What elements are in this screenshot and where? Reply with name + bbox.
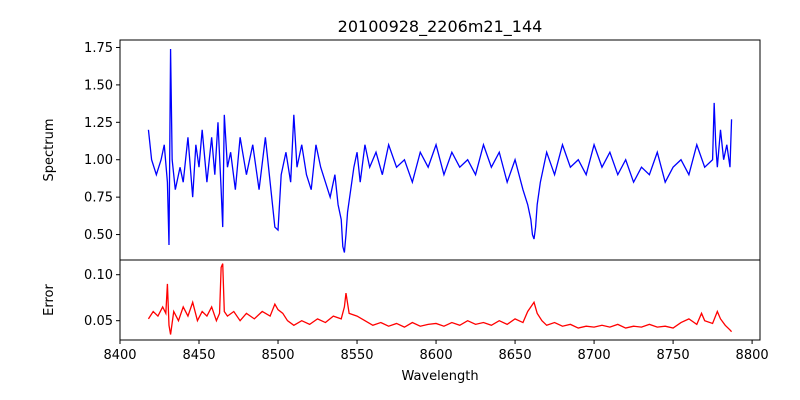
y-tick-label: 0.75 bbox=[84, 191, 113, 206]
x-tick-label: 8600 bbox=[420, 348, 453, 363]
error-panel: 0.05 0.10 8400 8450 8500 8550 8600 8650 8700 875… bbox=[42, 259, 769, 384]
x-tick-label: 8500 bbox=[261, 348, 294, 363]
chart-title: 20100928_2206m21_144 bbox=[338, 17, 543, 37]
spectrum-panel: 0.50 0.75 1.00 1.25 1.50 1.75 Spectrum bbox=[42, 39, 761, 261]
x-tick-label: 8550 bbox=[340, 348, 373, 363]
x-tick-label: 8800 bbox=[736, 348, 769, 363]
spectrum-y-axis-label: Spectrum bbox=[42, 119, 57, 182]
y-tick-label: 0.10 bbox=[84, 268, 113, 283]
x-tick-label: 8400 bbox=[103, 348, 136, 363]
error-y-axis-label: Error bbox=[42, 284, 57, 316]
error-x-axis-label: Wavelength bbox=[401, 369, 478, 384]
spectrum-y-ticks: 0.50 0.75 1.00 1.25 1.50 1.75 bbox=[84, 41, 120, 243]
x-tick-label: 8700 bbox=[578, 348, 611, 363]
y-tick-label: 0.50 bbox=[84, 228, 113, 243]
y-tick-label: 1.50 bbox=[84, 78, 113, 93]
x-tick-label: 8450 bbox=[182, 348, 215, 363]
y-tick-label: 1.00 bbox=[84, 153, 113, 168]
x-tick-label: 8650 bbox=[499, 348, 532, 363]
spectrum-series-line bbox=[147, 48, 733, 253]
error-series-line bbox=[147, 263, 733, 335]
error-y-ticks: 0.05 0.10 bbox=[84, 268, 120, 329]
error-x-ticks: 8400 8450 8500 8550 8600 8650 8700 8750 8800 bbox=[103, 340, 769, 363]
y-tick-label: 1.75 bbox=[84, 41, 113, 56]
y-tick-label: 1.25 bbox=[84, 116, 113, 131]
error-axes-frame bbox=[119, 259, 761, 341]
x-tick-label: 8750 bbox=[657, 348, 690, 363]
y-tick-label: 0.05 bbox=[84, 314, 113, 329]
